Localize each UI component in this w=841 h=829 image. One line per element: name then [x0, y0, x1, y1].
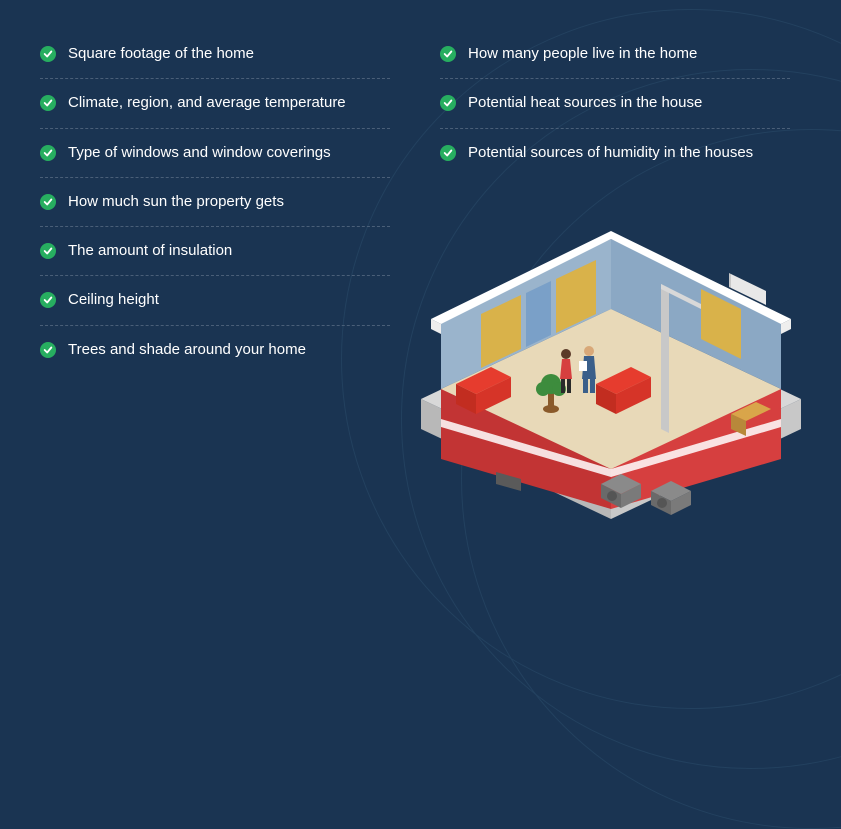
list-item-label: How many people live in the home	[468, 44, 697, 64]
check-icon	[40, 342, 56, 358]
list-item-label: Potential heat sources in the house	[468, 93, 702, 113]
check-icon	[440, 46, 456, 62]
list-item: Square footage of the home	[40, 30, 390, 79]
check-icon	[40, 46, 56, 62]
check-icon	[440, 145, 456, 161]
left-column: Square footage of the home Climate, regio…	[40, 30, 390, 374]
check-icon	[40, 145, 56, 161]
list-item-label: Type of windows and window coverings	[68, 143, 331, 163]
check-icon	[40, 292, 56, 308]
list-item-label: Potential sources of humidity in the hou…	[468, 143, 753, 163]
list-item: Climate, region, and average temperature	[40, 79, 390, 128]
list-item-label: How much sun the property gets	[68, 192, 284, 212]
check-icon	[440, 95, 456, 111]
list-item: How many people live in the home	[440, 30, 790, 79]
list-item-label: Square footage of the home	[68, 44, 254, 64]
list-item: How much sun the property gets	[40, 178, 390, 227]
check-icon	[40, 95, 56, 111]
list-item-label: Climate, region, and average temperature	[68, 93, 346, 113]
list-item: Potential sources of humidity in the hou…	[440, 129, 790, 177]
list-item: Type of windows and window coverings	[40, 129, 390, 178]
check-icon	[40, 194, 56, 210]
list-item: Potential heat sources in the house	[440, 79, 790, 128]
content-columns: Square footage of the home Climate, regio…	[0, 0, 841, 404]
list-item-label: Trees and shade around your home	[68, 340, 306, 360]
check-icon	[40, 243, 56, 259]
list-item-label: Ceiling height	[68, 290, 159, 310]
list-item: The amount of insulation	[40, 227, 390, 276]
list-item: Trees and shade around your home	[40, 326, 390, 374]
right-column: How many people live in the home Potentia…	[440, 30, 790, 374]
list-item: Ceiling height	[40, 276, 390, 325]
list-item-label: The amount of insulation	[68, 241, 232, 261]
